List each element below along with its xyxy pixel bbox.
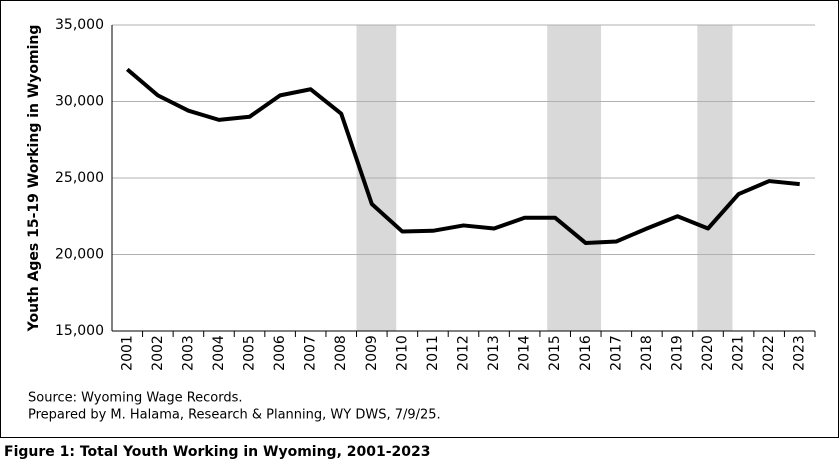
x-tick-label: 2007 bbox=[303, 335, 319, 371]
x-tick-label: 2019 bbox=[669, 335, 685, 371]
y-tick-label: 35,000 bbox=[55, 17, 104, 33]
x-tick-label: 2018 bbox=[639, 335, 655, 371]
x-tick-label: 2022 bbox=[761, 335, 777, 371]
x-tick-label: 2003 bbox=[180, 335, 196, 371]
x-tick-label: 2002 bbox=[150, 335, 166, 371]
y-tick-label: 20,000 bbox=[55, 247, 104, 263]
x-tick-label: 2014 bbox=[517, 335, 533, 371]
line-series bbox=[125, 67, 800, 246]
plot-area: 15,000 20,000 25,000 30,000 35,000 2001 2002 20… bbox=[55, 17, 816, 371]
x-tick-label: 2012 bbox=[456, 335, 472, 371]
y-tick-label: 30,000 bbox=[55, 94, 104, 110]
x-tick-label: 2006 bbox=[272, 335, 288, 371]
prepared-note: Prepared by M. Halama, Research & Planni… bbox=[28, 408, 441, 423]
frame bbox=[0, 0, 839, 438]
x-tick-label: 2008 bbox=[333, 335, 349, 371]
x-tick-label: 2021 bbox=[731, 335, 747, 371]
x-tick-label: 2001 bbox=[119, 335, 135, 371]
x-tick-label: 2004 bbox=[211, 335, 227, 371]
x-tick-label: 2005 bbox=[242, 335, 258, 371]
x-tick-label: 2023 bbox=[792, 335, 808, 371]
x-tick-label: 2020 bbox=[700, 335, 716, 371]
x-tick-label: 2011 bbox=[425, 335, 441, 371]
y-axis-label: Youth Ages 15-19 Working in Wyoming bbox=[26, 25, 42, 333]
x-tick-label: 2017 bbox=[608, 335, 624, 371]
x-tick-label: 2013 bbox=[486, 335, 502, 371]
x-tick-label: 2015 bbox=[547, 335, 563, 371]
x-tick-label: 2016 bbox=[578, 335, 594, 371]
caption: Figure 1: Total Youth Working in Wyoming… bbox=[4, 444, 431, 460]
x-tick-label: 2010 bbox=[394, 335, 410, 371]
x-tick-label: 2009 bbox=[364, 335, 380, 371]
y-tick-label: 15,000 bbox=[55, 323, 104, 339]
source-note: Source: Wyoming Wage Records. bbox=[28, 391, 243, 406]
y-tick-label: 25,000 bbox=[55, 170, 104, 186]
